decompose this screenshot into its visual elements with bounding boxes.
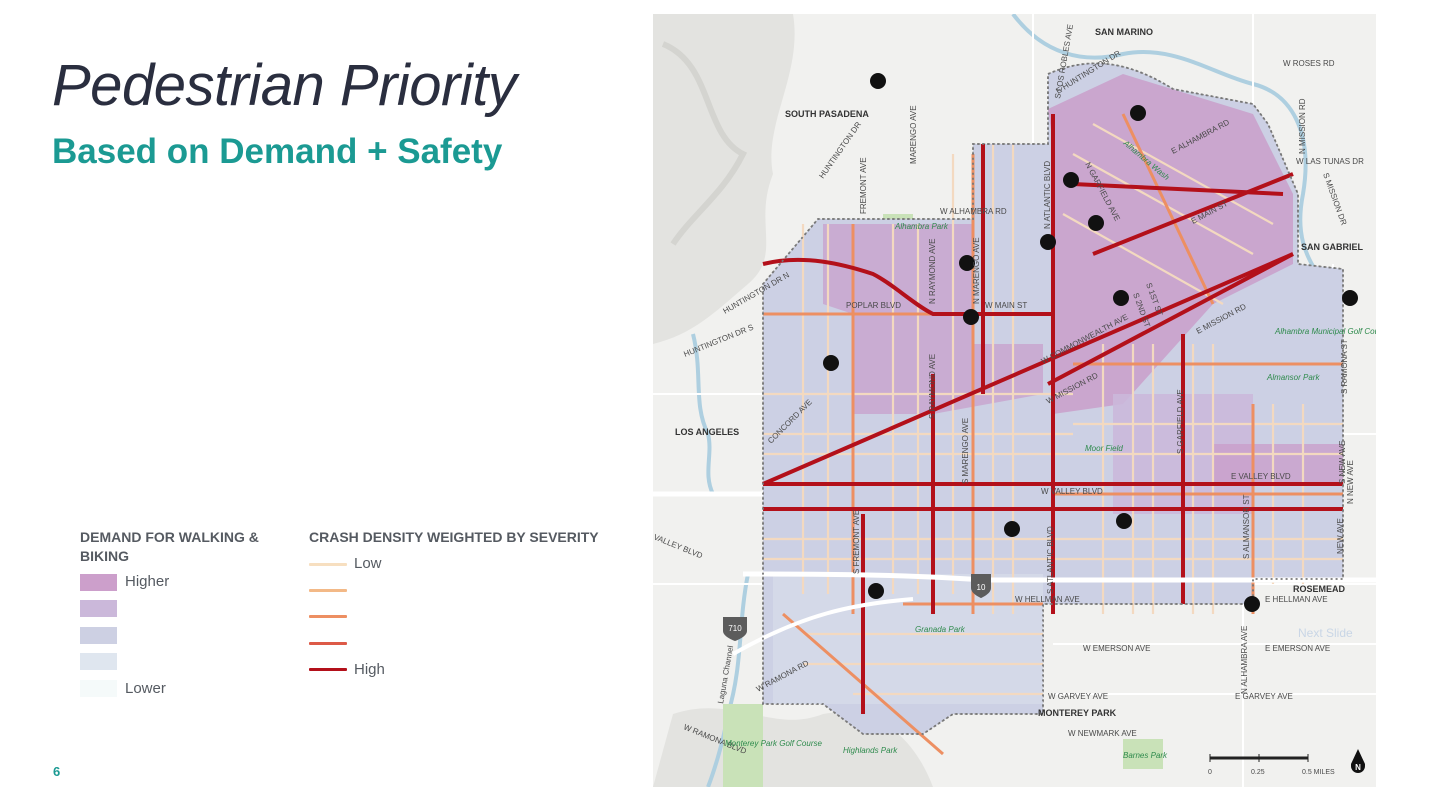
street-e-hellman-ave: E HELLMAN AVE <box>1265 595 1328 604</box>
street-s-marengo-ave: S MARENGO AVE <box>961 418 970 484</box>
street-s-fremont-ave: S FREMONT AVE <box>852 510 861 574</box>
street-n-new-ave: N NEW AVE <box>1346 460 1355 504</box>
street-e-emerson-ave: E EMERSON AVE <box>1265 644 1330 653</box>
next-slide-button[interactable]: Next Slide <box>1298 626 1353 640</box>
park-granada: Granada Park <box>915 625 966 634</box>
i710-label: 710 <box>728 624 742 633</box>
street-w-emerson-ave: W EMERSON AVE <box>1083 644 1150 653</box>
north-arrow-icon <box>1351 749 1365 773</box>
map-canvas: 10 710 SAN MARINO SOUTH PASADENA SAN GAB… <box>653 14 1376 787</box>
north-label: N <box>1355 763 1361 772</box>
street-n-mission-rd: N MISSION RD <box>1298 98 1307 154</box>
street-w-roses-rd: W ROSES RD <box>1283 59 1335 68</box>
place-san-marino: SAN MARINO <box>1095 27 1153 37</box>
street-new-ave: NEW AVE <box>1336 518 1345 554</box>
street-w-hellman-ave: W HELLMAN AVE <box>1015 595 1080 604</box>
street-s-atlantic-blvd: S ATLANTIC BLVD <box>1046 526 1055 594</box>
park-monterey-golf: Monterey Park Golf Course <box>725 739 822 748</box>
park-alhambra-park: Alhambra Park <box>894 222 949 231</box>
street-w-garvey-ave: W GARVEY AVE <box>1048 692 1108 701</box>
demand-legend-title: DEMAND FOR WALKING & BIKING <box>80 529 259 564</box>
street-poplar-blvd: POPLAR BLVD <box>846 301 901 310</box>
street-e-valley-blvd: E VALLEY BLVD <box>1231 472 1291 481</box>
crash-line-5 <box>309 668 347 671</box>
street-fremont-ave: FREMONT AVE <box>859 157 868 214</box>
crash-high-label: High <box>354 661 385 678</box>
park-moor-field: Moor Field <box>1085 444 1123 453</box>
demand-swatch-3 <box>80 627 117 644</box>
place-south-pasadena: SOUTH PASADENA <box>785 109 869 119</box>
pedestrian-priority-map: 10 710 SAN MARINO SOUTH PASADENA SAN GAB… <box>653 14 1376 787</box>
street-w-las-tunas-dr: W LAS TUNAS DR <box>1296 157 1364 166</box>
street-w-alhambra-rd: W ALHAMBRA RD <box>940 207 1007 216</box>
park-highlands: Highlands Park <box>843 746 898 755</box>
street-e-garvey-ave: E GARVEY AVE <box>1235 692 1293 701</box>
demand-high-label: Higher <box>125 573 170 590</box>
demand-swatch-2 <box>80 600 117 617</box>
street-w-main-st: W MAIN ST <box>985 301 1027 310</box>
place-monterey-park: MONTEREY PARK <box>1038 708 1117 718</box>
demand-swatch-5 <box>80 680 117 697</box>
page-number: 6 <box>53 764 61 779</box>
crash-line-2 <box>309 589 347 592</box>
street-n-atlantic-blvd: N ATLANTIC BLVD <box>1043 161 1052 229</box>
street-s-new-ave: S NEW AVE <box>1338 441 1347 484</box>
place-los-angeles: LOS ANGELES <box>675 427 739 437</box>
page-subtitle: Based on Demand + Safety <box>52 132 503 171</box>
street-n-raymond-ave: N RAYMOND AVE <box>928 239 937 305</box>
place-san-gabriel: SAN GABRIEL <box>1301 242 1364 252</box>
i10-label: 10 <box>977 583 986 592</box>
page-title: Pedestrian Priority <box>52 53 517 118</box>
i10-shield <box>971 574 991 598</box>
i710-shield <box>723 617 747 641</box>
street-s-ramona-st: S RAMONA ST <box>1340 339 1349 394</box>
street-w-valley-blvd: W VALLEY BLVD <box>1041 487 1103 496</box>
park-golf-course: Alhambra Municipal Golf Course <box>1274 327 1376 336</box>
street-n-alhambra-ave: N ALHAMBRA AVE <box>1240 626 1249 694</box>
demand-swatch-4 <box>80 653 117 670</box>
crash-line-4 <box>309 642 347 645</box>
crash-low-label: Low <box>354 555 382 572</box>
street-w-newmark-ave: W NEWMARK AVE <box>1068 729 1137 738</box>
scale-0: 0 <box>1208 769 1212 776</box>
park-almansor: Almansor Park <box>1266 373 1320 382</box>
street-s-raymond-ave: S RAYMOND AVE <box>928 354 937 419</box>
street-s-garfield-ave: S GARFIELD AVE <box>1176 389 1185 454</box>
scale-05: 0.5 MILES <box>1302 769 1335 776</box>
school-markers <box>823 73 1358 612</box>
street-n-marengo-ave: N MARENGO AVE <box>972 237 981 304</box>
street-s-almansor-st: S ALMANSOR ST <box>1242 494 1251 559</box>
park-barnes: Barnes Park <box>1123 751 1168 760</box>
crash-line-1 <box>309 563 347 566</box>
scale-bar <box>1209 754 1309 762</box>
place-rosemead: ROSEMEAD <box>1293 584 1346 594</box>
demand-low-label: Lower <box>125 680 166 697</box>
crash-legend-title: CRASH DENSITY WEIGHTED BY SEVERITY <box>309 529 599 545</box>
scale-025: 0.25 <box>1251 769 1265 776</box>
crash-line-3 <box>309 615 347 618</box>
demand-swatch-1 <box>80 574 117 591</box>
street-marengo-ave: MARENGO AVE <box>909 105 918 164</box>
